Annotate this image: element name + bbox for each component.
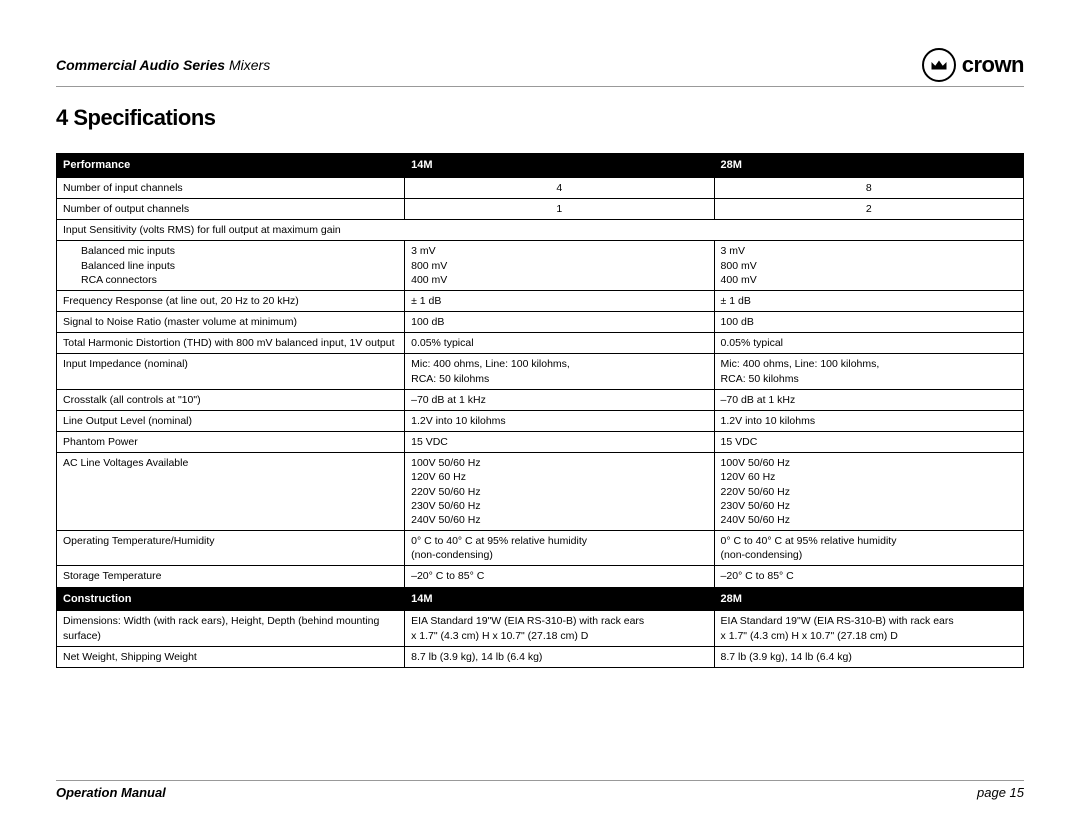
series-title: Commercial Audio Series Mixers [56,57,270,73]
brand-logo: crown [922,48,1024,82]
row-label: Total Harmonic Distortion (THD) with 800… [57,333,405,354]
row-label: Signal to Noise Ratio (master volume at … [57,312,405,333]
table-row: Crosstalk (all controls at "10")–70 dB a… [57,389,1024,410]
row-value-28m: 0° C to 40° C at 95% relative humidity (… [714,531,1023,566]
row-value-14m: 8.7 lb (3.9 kg), 14 lb (6.4 kg) [405,646,714,667]
row-value-14m: Mic: 400 ohms, Line: 100 kilohms, RCA: 5… [405,354,714,389]
row-value-28m: 0.05% typical [714,333,1023,354]
table-row: Input Sensitivity (volts RMS) for full o… [57,220,1024,241]
row-value-14m: –70 dB at 1 kHz [405,389,714,410]
group-header-col1: 14M [405,587,714,611]
row-value-14m: 100 dB [405,312,714,333]
row-value-28m: ± 1 dB [714,290,1023,311]
section-title: 4 Specifications [56,105,1024,131]
row-label: Number of output channels [57,199,405,220]
group-header-label: Construction [57,587,405,611]
row-label: Dimensions: Width (with rack ears), Heig… [57,611,405,646]
row-label: Frequency Response (at line out, 20 Hz t… [57,290,405,311]
row-value-14m: 0.05% typical [405,333,714,354]
row-label: Storage Temperature [57,566,405,587]
table-row: Number of input channels48 [57,177,1024,198]
row-label: Operating Temperature/Humidity [57,531,405,566]
table-row: Balanced mic inputs Balanced line inputs… [57,241,1024,291]
footer-page: page 15 [977,785,1024,800]
row-value-14m: 1 [405,199,714,220]
crown-svg-icon [930,59,948,71]
row-value-14m: 1.2V into 10 kilohms [405,410,714,431]
series-light: Mixers [225,57,270,73]
row-label: AC Line Voltages Available [57,453,405,531]
table-row: Frequency Response (at line out, 20 Hz t… [57,290,1024,311]
spec-table: Performance14M28MNumber of input channel… [56,153,1024,668]
row-value-14m: 100V 50/60 Hz 120V 60 Hz 220V 50/60 Hz 2… [405,453,714,531]
group-header-col2: 28M [714,587,1023,611]
row-label: Balanced mic inputs Balanced line inputs… [57,241,405,291]
row-value-14m: EIA Standard 19"W (EIA RS-310-B) with ra… [405,611,714,646]
table-row: Input Impedance (nominal)Mic: 400 ohms, … [57,354,1024,389]
series-bold: Commercial Audio Series [56,57,225,73]
table-row: Dimensions: Width (with rack ears), Heig… [57,611,1024,646]
row-value-28m: 1.2V into 10 kilohms [714,410,1023,431]
table-row: Net Weight, Shipping Weight8.7 lb (3.9 k… [57,646,1024,667]
table-row: Phantom Power15 VDC15 VDC [57,432,1024,453]
group-header-label: Performance [57,154,405,178]
row-value-28m: 3 mV 800 mV 400 mV [714,241,1023,291]
logo-text: crown [962,52,1024,78]
table-row: Storage Temperature–20° C to 85° C–20° C… [57,566,1024,587]
table-row: Line Output Level (nominal)1.2V into 10 … [57,410,1024,431]
row-label: Net Weight, Shipping Weight [57,646,405,667]
group-header-col2: 28M [714,154,1023,178]
row-value-14m: 0° C to 40° C at 95% relative humidity (… [405,531,714,566]
row-label: Input Impedance (nominal) [57,354,405,389]
row-value-28m: –70 dB at 1 kHz [714,389,1023,410]
row-value-14m: 15 VDC [405,432,714,453]
row-value-14m: ± 1 dB [405,290,714,311]
row-value-28m: 8 [714,177,1023,198]
row-value-28m: EIA Standard 19"W (EIA RS-310-B) with ra… [714,611,1023,646]
row-value-28m: 2 [714,199,1023,220]
row-label: Line Output Level (nominal) [57,410,405,431]
page-footer: Operation Manual page 15 [56,780,1024,800]
row-value-28m: 100 dB [714,312,1023,333]
table-row: Signal to Noise Ratio (master volume at … [57,312,1024,333]
row-value-14m: 3 mV 800 mV 400 mV [405,241,714,291]
row-value-28m: 100V 50/60 Hz 120V 60 Hz 220V 50/60 Hz 2… [714,453,1023,531]
footer-left: Operation Manual [56,785,166,800]
row-label: Phantom Power [57,432,405,453]
table-row: AC Line Voltages Available100V 50/60 Hz … [57,453,1024,531]
table-row: Number of output channels12 [57,199,1024,220]
row-value-28m: 8.7 lb (3.9 kg), 14 lb (6.4 kg) [714,646,1023,667]
table-row: Total Harmonic Distortion (THD) with 800… [57,333,1024,354]
crown-icon [922,48,956,82]
table-row: Operating Temperature/Humidity0° C to 40… [57,531,1024,566]
row-value-28m: 15 VDC [714,432,1023,453]
group-header-col1: 14M [405,154,714,178]
page-header: Commercial Audio Series Mixers crown [56,48,1024,87]
row-label: Crosstalk (all controls at "10") [57,389,405,410]
row-label: Number of input channels [57,177,405,198]
row-label: Input Sensitivity (volts RMS) for full o… [57,220,1024,241]
row-value-14m: 4 [405,177,714,198]
row-value-28m: Mic: 400 ohms, Line: 100 kilohms, RCA: 5… [714,354,1023,389]
row-value-28m: –20° C to 85° C [714,566,1023,587]
row-value-14m: –20° C to 85° C [405,566,714,587]
